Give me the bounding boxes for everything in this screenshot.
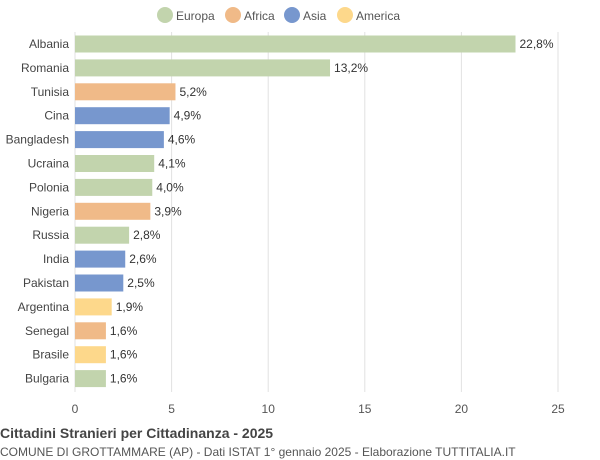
bar bbox=[75, 59, 331, 77]
legend-item: Asia bbox=[284, 7, 327, 23]
category-label: India bbox=[43, 252, 69, 266]
legend-item: Africa bbox=[225, 7, 275, 23]
value-label: 4,1% bbox=[158, 157, 186, 171]
bar-chart: Europa Africa Asia America 22,8% 13,2% 5,2% 4,… bbox=[6, 7, 565, 416]
legend-label: Europa bbox=[176, 9, 215, 23]
legend-swatch bbox=[157, 7, 173, 23]
x-tick-label: 20 bbox=[455, 402, 469, 416]
chart-subtitle: COMUNE DI GROTTAMMARE (AP) - Dati ISTAT … bbox=[0, 445, 516, 459]
bar bbox=[75, 83, 176, 101]
category-label: Brasile bbox=[32, 348, 69, 362]
bar bbox=[75, 226, 130, 244]
legend-label: Africa bbox=[244, 9, 275, 23]
value-label: 13,2% bbox=[334, 61, 368, 75]
legend-label: Asia bbox=[303, 9, 327, 23]
value-label: 2,6% bbox=[129, 252, 157, 266]
bar bbox=[75, 202, 151, 220]
bar bbox=[75, 107, 170, 125]
bar bbox=[75, 298, 112, 316]
category-label: Ucraina bbox=[28, 157, 70, 171]
category-label: Argentina bbox=[18, 300, 70, 314]
x-tick-label: 15 bbox=[358, 402, 372, 416]
value-label: 22,8% bbox=[519, 37, 553, 51]
legend-swatch bbox=[337, 7, 353, 23]
value-label: 1,6% bbox=[110, 372, 138, 386]
category-label: Tunisia bbox=[31, 85, 70, 99]
chart-title: Cittadini Stranieri per Cittadinanza - 2… bbox=[0, 425, 274, 441]
category-label: Albania bbox=[29, 37, 69, 51]
category-label: Bulgaria bbox=[25, 372, 69, 386]
bar bbox=[75, 346, 106, 364]
bar bbox=[75, 35, 516, 53]
value-label: 4,0% bbox=[156, 180, 184, 194]
value-label: 1,6% bbox=[110, 324, 138, 338]
x-tick-label: 0 bbox=[72, 402, 79, 416]
legend-item: America bbox=[337, 7, 400, 23]
x-axis: 0 5 10 15 20 25 bbox=[72, 402, 565, 416]
bar bbox=[75, 370, 106, 388]
value-label: 2,8% bbox=[133, 228, 161, 242]
category-label: Polonia bbox=[29, 180, 69, 194]
category-label: Bangladesh bbox=[6, 133, 69, 147]
legend-item: Europa bbox=[157, 7, 215, 23]
bar bbox=[75, 274, 124, 292]
category-label: Senegal bbox=[25, 324, 69, 338]
bar bbox=[75, 178, 153, 196]
x-tick-label: 10 bbox=[262, 402, 276, 416]
value-label: 5,2% bbox=[179, 85, 207, 99]
category-label: Romania bbox=[21, 61, 69, 75]
value-label: 1,9% bbox=[116, 300, 144, 314]
category-label: Cina bbox=[44, 109, 69, 123]
legend-swatch bbox=[284, 7, 300, 23]
value-label: 1,6% bbox=[110, 348, 138, 362]
bar bbox=[75, 131, 164, 149]
x-tick-label: 25 bbox=[551, 402, 565, 416]
value-label: 2,5% bbox=[127, 276, 155, 290]
category-label: Nigeria bbox=[31, 204, 69, 218]
value-label: 4,6% bbox=[168, 133, 196, 147]
value-label: 3,9% bbox=[154, 204, 182, 218]
bars: 22,8% 13,2% 5,2% 4,9% 4,6% 4,1% 4,0% 3,9% 2,8% 2,… bbox=[75, 35, 554, 388]
x-tick-label: 5 bbox=[168, 402, 175, 416]
legend: Europa Africa Asia America bbox=[157, 7, 400, 23]
legend-label: America bbox=[356, 9, 400, 23]
legend-swatch bbox=[225, 7, 241, 23]
category-labels: Albania Romania Tunisia Cina Bangladesh Ucrai… bbox=[6, 37, 70, 386]
bar bbox=[75, 155, 155, 172]
category-label: Russia bbox=[32, 228, 69, 242]
category-label: Pakistan bbox=[23, 276, 69, 290]
bar bbox=[75, 250, 126, 268]
value-label: 4,9% bbox=[174, 109, 202, 123]
bar bbox=[75, 322, 106, 340]
